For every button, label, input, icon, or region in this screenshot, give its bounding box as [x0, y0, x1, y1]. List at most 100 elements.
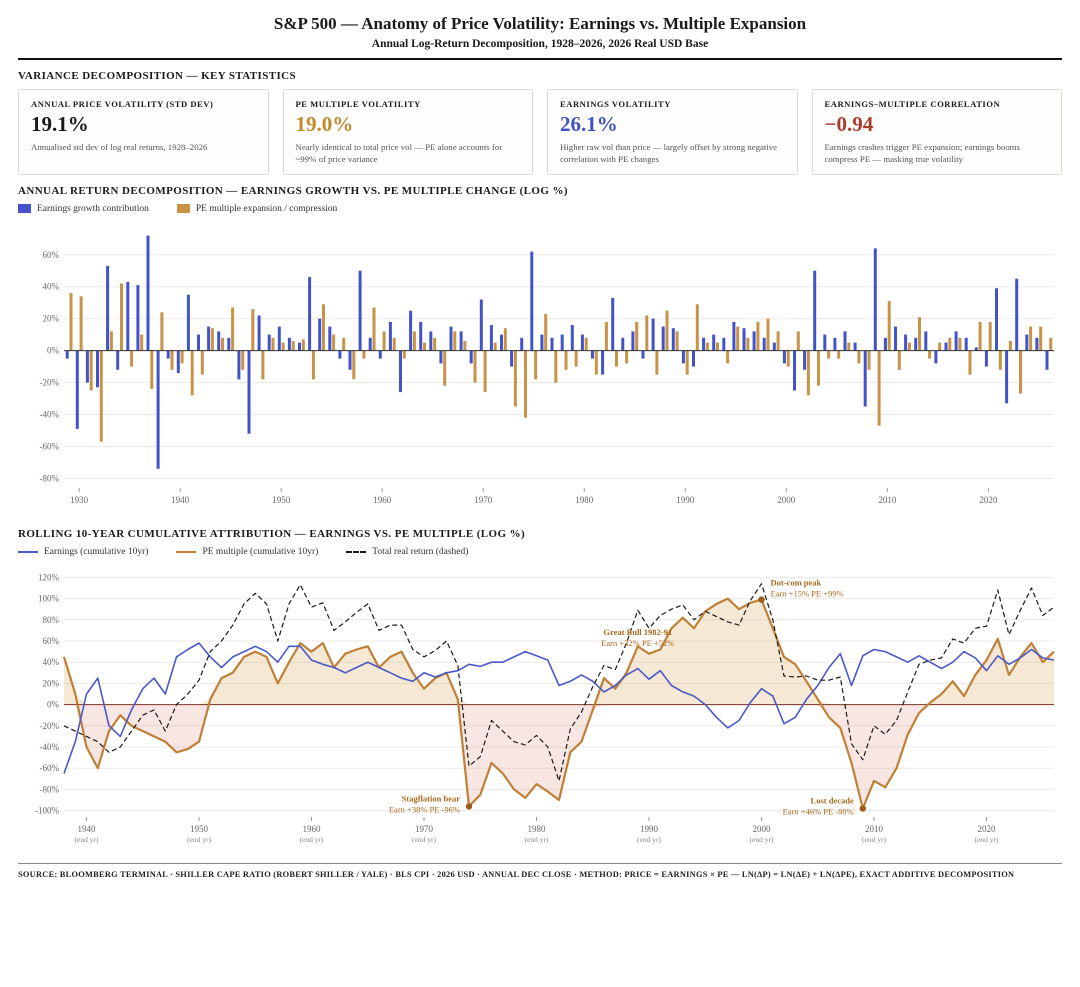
svg-text:-100%: -100%	[35, 805, 59, 815]
rolling-section-title: ROLLING 10-YEAR CUMULATIVE ATTRIBUTION —…	[18, 527, 526, 540]
stat-label: EARNINGS VOLATILITY	[560, 99, 671, 109]
stat-label: PE MULTIPLE VOLATILITY	[295, 99, 421, 109]
svg-text:2020: 2020	[979, 495, 998, 505]
legend-item-pe-line: PE multiple (cumulative 10yr)	[176, 547, 318, 557]
report-header: S&P 500 — Anatomy of Price Volatility: E…	[18, 14, 1062, 50]
svg-text:100%: 100%	[38, 593, 60, 603]
legend-label: Earnings growth contribution	[37, 203, 149, 214]
svg-text:20%: 20%	[43, 313, 60, 323]
stat-value: −0.94	[824, 112, 874, 136]
svg-text:Earn +15% PE +99%: Earn +15% PE +99%	[771, 588, 844, 598]
svg-text:1980: 1980	[575, 495, 594, 505]
annual-decomposition-section: ANNUAL RETURN DECOMPOSITION — EARNINGS G…	[18, 185, 1062, 518]
svg-text:1940: 1940	[171, 495, 190, 505]
svg-text:1980: 1980	[528, 824, 547, 834]
stat-value: 26.1%	[560, 112, 618, 136]
stat-label: ANNUAL PRICE VOLATILITY (STD DEV)	[31, 99, 214, 109]
pe-line-swatch	[176, 550, 197, 553]
svg-text:Dot-com peak: Dot-com peak	[771, 577, 822, 587]
svg-text:-20%: -20%	[40, 377, 60, 387]
svg-text:1970: 1970	[415, 824, 434, 834]
svg-text:0%: 0%	[47, 345, 60, 355]
stat-card-correlation: EARNINGS–MULTIPLE CORRELATION −0.94 Earn…	[811, 89, 1062, 175]
svg-text:(end yr): (end yr)	[862, 835, 886, 844]
header-rule	[18, 58, 1062, 60]
svg-text:Earn +32% PE +52%: Earn +32% PE +52%	[601, 637, 674, 647]
svg-text:Great Bull 1982-91: Great Bull 1982-91	[603, 626, 672, 636]
line-chart-legend: Earnings (cumulative 10yr) PE multiple (…	[18, 547, 1062, 557]
svg-text:40%: 40%	[43, 281, 60, 291]
earnings-bar-swatch	[18, 204, 31, 214]
svg-text:1990: 1990	[640, 824, 659, 834]
svg-text:-80%: -80%	[40, 784, 60, 794]
earnings-line-swatch	[18, 550, 38, 553]
report-footer: SOURCE: BLOOMBERG TERMINAL · SHILLER CAP…	[18, 862, 1062, 879]
legend-label: Earnings (cumulative 10yr)	[44, 546, 149, 557]
bar-section-title: ANNUAL RETURN DECOMPOSITION — EARNINGS G…	[18, 184, 568, 197]
stat-cards: ANNUAL PRICE VOLATILITY (STD DEV) 19.1% …	[18, 89, 1062, 175]
stat-card-price-volatility: ANNUAL PRICE VOLATILITY (STD DEV) 19.1% …	[18, 89, 269, 175]
bar-chart-legend: Earnings growth contribution PE multiple…	[18, 204, 1062, 214]
svg-text:-20%: -20%	[40, 720, 60, 730]
stat-label: EARNINGS–MULTIPLE CORRELATION	[824, 99, 1001, 109]
page-subtitle: Annual Log-Return Decomposition, 1928–20…	[371, 38, 709, 50]
svg-text:1930: 1930	[70, 495, 89, 505]
stat-card-earnings-volatility: EARNINGS VOLATILITY 26.1% Higher raw vol…	[547, 89, 798, 175]
svg-text:-80%: -80%	[40, 473, 60, 483]
svg-text:Earn +46% PE -98%: Earn +46% PE -98%	[783, 806, 854, 816]
svg-text:2020: 2020	[978, 824, 997, 834]
svg-text:0%: 0%	[47, 699, 60, 709]
legend-label: Total real return (dashed)	[372, 546, 469, 557]
page-title: S&P 500 — Anatomy of Price Volatility: E…	[273, 14, 807, 33]
legend-item-pe: PE multiple expansion / compression	[176, 203, 338, 214]
svg-text:80%: 80%	[43, 614, 60, 624]
stat-card-pe-volatility: PE MULTIPLE VOLATILITY 19.0% Nearly iden…	[282, 89, 533, 175]
stat-desc: Higher raw vol than price — largely offs…	[560, 142, 778, 165]
svg-text:(end yr): (end yr)	[975, 835, 999, 844]
svg-text:2000: 2000	[753, 824, 772, 834]
svg-text:(end yr): (end yr)	[750, 835, 774, 844]
svg-text:40%: 40%	[43, 657, 60, 667]
legend-label: PE multiple expansion / compression	[195, 203, 338, 214]
svg-text:1940: 1940	[78, 824, 97, 834]
total-line-swatch	[346, 550, 367, 553]
svg-text:(end yr): (end yr)	[187, 835, 211, 844]
svg-text:20%: 20%	[43, 678, 60, 688]
rolling-attribution-line-chart: -100% -80% -60% -40% -20% 0% 20% 40% 60% 80% 100% 1…	[18, 561, 1062, 853]
svg-text:120%: 120%	[38, 572, 60, 582]
svg-text:(end yr): (end yr)	[75, 835, 99, 844]
svg-text:1950: 1950	[190, 824, 209, 834]
svg-text:1960: 1960	[373, 495, 392, 505]
rolling-attribution-section: ROLLING 10-YEAR CUMULATIVE ATTRIBUTION —…	[18, 528, 1062, 853]
svg-text:-40%: -40%	[40, 742, 60, 752]
svg-text:(end yr): (end yr)	[525, 835, 549, 844]
legend-item-earnings-line: Earnings (cumulative 10yr)	[18, 547, 148, 557]
svg-text:2010: 2010	[865, 824, 884, 834]
svg-text:-40%: -40%	[40, 409, 60, 419]
svg-text:(end yr): (end yr)	[300, 835, 324, 844]
svg-text:1970: 1970	[474, 495, 493, 505]
svg-text:60%: 60%	[43, 249, 60, 259]
stat-value: 19.1%	[31, 112, 89, 136]
svg-text:1950: 1950	[272, 495, 291, 505]
legend-item-total-line: Total real return (dashed)	[346, 547, 468, 557]
stat-desc: Nearly identical to total price vol — PE…	[295, 142, 503, 165]
stats-section: VARIANCE DECOMPOSITION — KEY STATISTICS …	[18, 70, 1062, 175]
svg-text:Earn +38% PE -96%: Earn +38% PE -96%	[389, 804, 460, 814]
legend-item-earnings: Earnings growth contribution	[18, 204, 149, 214]
stat-value: 19.0%	[295, 112, 354, 136]
pe-bar-swatch	[176, 204, 190, 214]
annual-decomposition-bar-chart: -80% -60% -40% -20% 0% 20% 40% 60% 1930 1940 1950 1…	[18, 218, 1062, 518]
stat-desc: Earnings crashes trigger PE expansion; e…	[824, 142, 1020, 165]
source-note: SOURCE: BLOOMBERG TERMINAL · SHILLER CAP…	[18, 869, 1015, 879]
svg-text:1990: 1990	[676, 495, 695, 505]
svg-text:1960: 1960	[303, 824, 322, 834]
svg-text:(end yr): (end yr)	[412, 835, 436, 844]
svg-text:(end yr): (end yr)	[637, 835, 661, 844]
svg-text:2010: 2010	[878, 495, 897, 505]
svg-text:Lost decade: Lost decade	[811, 795, 854, 805]
svg-text:60%: 60%	[43, 636, 60, 646]
svg-text:-60%: -60%	[40, 441, 60, 451]
stat-desc: Annualised std dev of log real returns, …	[31, 142, 208, 152]
